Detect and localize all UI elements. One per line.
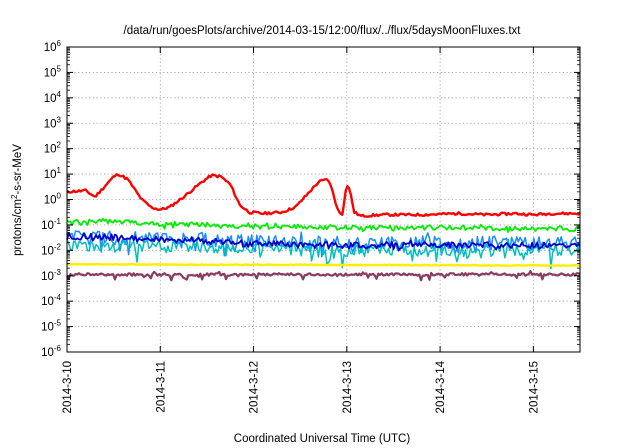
y-tick-label: 10-4 <box>41 293 61 308</box>
series-line-6 <box>66 262 581 268</box>
x-tick-label: 2014-3-15 <box>528 361 540 413</box>
series-line-5 <box>66 232 581 252</box>
x-tick-label: 2014-3-11 <box>155 361 167 413</box>
y-tick-label: 10-6 <box>41 344 61 359</box>
series-line-4 <box>66 238 581 270</box>
chart-title: /data/run/goesPlots/archive/2014-03-15/1… <box>124 25 522 37</box>
x-tick-label: 2014-3-10 <box>62 361 74 413</box>
y-tick-label: 103 <box>44 115 62 130</box>
x-axis-label: Coordinated Universal Time (UTC) <box>234 433 411 445</box>
y-tick-label: 10-3 <box>41 268 61 283</box>
y-tick-label: 106 <box>44 39 62 54</box>
y-tick-label: 10-2 <box>41 242 61 257</box>
y-axis-label: protons/cm2-s-sr-MeV <box>10 144 24 256</box>
series-line-1 <box>66 173 581 218</box>
y-tick-label: 104 <box>44 90 62 105</box>
x-tick-label: 2014-3-14 <box>435 360 447 413</box>
y-tick-label: 10-5 <box>41 319 61 334</box>
x-axis-ticks: 2014-3-10 2014-3-11 2014-3-12 2014-3-13 2014… <box>62 47 540 413</box>
y-tick-label: 10-1 <box>41 217 61 232</box>
x-tick-label: 2014-3-12 <box>249 361 261 413</box>
y-tick-label: 102 <box>44 141 62 156</box>
series-line-2 <box>66 218 581 233</box>
series-group <box>66 173 581 282</box>
y-axis-ticks: 10-6 10-5 10-4 10-3 10-2 10-1 100 101 102 103 104 1… <box>41 39 580 359</box>
y-tick-label: 101 <box>44 166 62 181</box>
y-tick-label: 100 <box>44 192 62 207</box>
y-tick-label: 105 <box>44 64 62 79</box>
x-tick-label: 2014-3-13 <box>342 361 354 413</box>
series-line-7 <box>66 270 581 282</box>
